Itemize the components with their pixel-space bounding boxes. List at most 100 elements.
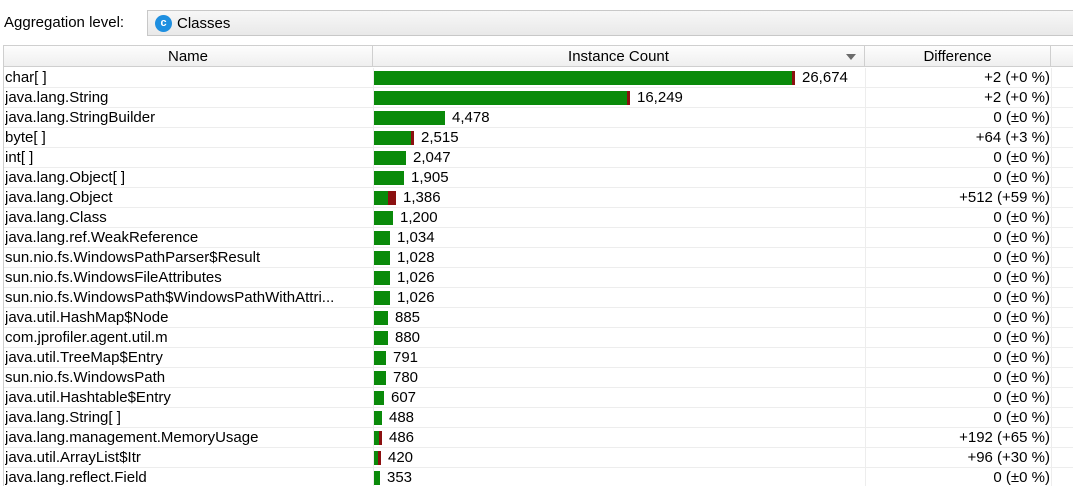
difference-cell: 0 (±0 %) <box>993 329 1050 346</box>
instance-count-bar <box>374 451 381 465</box>
instance-count-value: 1,905 <box>411 169 449 186</box>
instance-count-cell: 1,026 <box>373 288 865 308</box>
table-row[interactable]: char[ ] 26,674 +2 (+0 %) <box>4 68 1073 88</box>
instance-count-value: 486 <box>389 429 415 446</box>
instance-count-cell: 486 <box>373 428 865 448</box>
table-row[interactable]: sun.nio.fs.WindowsPathParser$Result 1,028… <box>4 248 1073 268</box>
instance-count-bar <box>374 231 390 245</box>
table-row[interactable]: java.util.HashMap$Node 885 0 (±0 %) <box>4 308 1073 328</box>
difference-cell: +96 (+30 %) <box>967 449 1050 466</box>
table-row[interactable]: java.lang.StringBuilder 4,478 0 (±0 %) <box>4 108 1073 128</box>
difference-cell: 0 (±0 %) <box>993 249 1050 266</box>
instance-count-cell: 1,034 <box>373 228 865 248</box>
table-row[interactable]: java.util.Hashtable$Entry 607 0 (±0 %) <box>4 388 1073 408</box>
instance-count-bar <box>374 151 406 165</box>
instance-count-bar <box>374 211 393 225</box>
table-row[interactable]: java.lang.String[ ] 488 0 (±0 %) <box>4 408 1073 428</box>
difference-cell: 0 (±0 %) <box>993 309 1050 326</box>
instance-count-cell: 1,026 <box>373 268 865 288</box>
table-row[interactable]: java.lang.management.MemoryUsage 486 +192 … <box>4 428 1073 448</box>
column-header-instance-count-label: Instance Count <box>568 48 669 65</box>
instance-count-value: 791 <box>393 349 419 366</box>
class-name-cell: java.lang.ref.WeakReference <box>5 229 199 246</box>
column-separator <box>865 68 866 486</box>
instance-count-value: 1,034 <box>397 229 435 246</box>
instance-count-value: 1,386 <box>403 189 441 206</box>
class-name-cell: java.lang.String[ ] <box>5 409 121 426</box>
instance-count-cell: 26,674 <box>373 68 865 88</box>
table-row[interactable]: java.lang.String 16,249 +2 (+0 %) <box>4 88 1073 108</box>
table-row[interactable]: java.lang.Object 1,386 +512 (+59 %) <box>4 188 1073 208</box>
toolbar: Aggregation level: c Classes <box>0 0 1073 44</box>
difference-cell: +192 (+65 %) <box>959 429 1050 446</box>
instance-count-cell: 16,249 <box>373 88 865 108</box>
aggregation-level-select[interactable]: c Classes <box>147 10 1073 36</box>
instance-count-cell: 4,478 <box>373 108 865 128</box>
class-name-cell: java.lang.management.MemoryUsage <box>5 429 259 446</box>
table-row[interactable]: java.lang.Class 1,200 0 (±0 %) <box>4 208 1073 228</box>
class-name-cell: int[ ] <box>5 149 34 166</box>
instance-count-bar <box>374 371 386 385</box>
aggregation-level-value: Classes <box>177 15 231 32</box>
instance-count-value: 1,026 <box>397 269 435 286</box>
instance-count-bar <box>374 191 396 205</box>
table-row[interactable]: sun.nio.fs.WindowsPath$WindowsPathWithAt… <box>4 288 1073 308</box>
difference-cell: 0 (±0 %) <box>993 149 1050 166</box>
column-header-instance-count[interactable]: Instance Count <box>373 46 865 66</box>
instance-count-value: 16,249 <box>637 89 683 106</box>
difference-cell: 0 (±0 %) <box>993 229 1050 246</box>
class-name-cell: sun.nio.fs.WindowsPath <box>5 369 166 386</box>
instance-count-bar <box>374 471 380 485</box>
instance-count-bar <box>374 411 382 425</box>
instance-count-cell: 885 <box>373 308 865 328</box>
table-row[interactable]: sun.nio.fs.WindowsPath 780 0 (±0 %) <box>4 368 1073 388</box>
class-name-cell: java.lang.Object <box>5 189 113 206</box>
difference-cell: 0 (±0 %) <box>993 109 1050 126</box>
table-row[interactable]: java.util.TreeMap$Entry 791 0 (±0 %) <box>4 348 1073 368</box>
class-name-cell: java.util.ArrayList$Itr <box>5 449 141 466</box>
instance-count-cell: 607 <box>373 388 865 408</box>
table-row[interactable]: byte[ ] 2,515 +64 (+3 %) <box>4 128 1073 148</box>
difference-cell: +2 (+0 %) <box>984 89 1050 106</box>
class-name-cell: sun.nio.fs.WindowsPathParser$Result <box>5 249 261 266</box>
instance-count-value: 4,478 <box>452 109 490 126</box>
table-row[interactable]: java.lang.Object[ ] 1,905 0 (±0 %) <box>4 168 1073 188</box>
instance-count-cell: 1,386 <box>373 188 865 208</box>
column-header-difference[interactable]: Difference <box>865 46 1051 66</box>
class-name-cell: com.jprofiler.agent.util.m <box>5 329 168 346</box>
column-separator <box>373 68 374 486</box>
class-name-cell: java.lang.Object[ ] <box>5 169 126 186</box>
instance-count-value: 26,674 <box>802 69 848 86</box>
difference-cell: 0 (±0 %) <box>993 169 1050 186</box>
instance-count-bar <box>374 311 388 325</box>
difference-cell: 0 (±0 %) <box>993 389 1050 406</box>
instance-count-cell: 880 <box>373 328 865 348</box>
table-row[interactable]: java.lang.reflect.Field 353 0 (±0 %) <box>4 468 1073 486</box>
instance-count-value: 880 <box>395 329 421 346</box>
instance-count-value: 1,200 <box>400 209 438 226</box>
instance-count-value: 780 <box>393 369 419 386</box>
table-row[interactable]: java.lang.ref.WeakReference 1,034 0 (±0 %) <box>4 228 1073 248</box>
class-name-cell: java.lang.Class <box>5 209 107 226</box>
instance-count-value: 353 <box>387 469 413 486</box>
instance-difference-bar <box>379 431 382 445</box>
table-row[interactable]: int[ ] 2,047 0 (±0 %) <box>4 148 1073 168</box>
instance-count-value: 2,047 <box>413 149 451 166</box>
instance-count-bar <box>374 251 390 265</box>
instance-count-cell: 780 <box>373 368 865 388</box>
column-header-name[interactable]: Name <box>4 46 373 66</box>
table-row[interactable]: java.util.ArrayList$Itr 420 +96 (+30 %) <box>4 448 1073 468</box>
class-name-cell: sun.nio.fs.WindowsPath$WindowsPathWithAt… <box>5 289 335 306</box>
class-icon: c <box>155 15 172 32</box>
instance-count-bar <box>374 111 445 125</box>
class-name-cell: byte[ ] <box>5 129 46 146</box>
instance-count-cell: 791 <box>373 348 865 368</box>
instance-count-cell: 1,028 <box>373 248 865 268</box>
table-row[interactable]: com.jprofiler.agent.util.m 880 0 (±0 %) <box>4 328 1073 348</box>
table-header: Name Instance Count Difference <box>4 45 1073 67</box>
instance-difference-bar <box>388 191 396 205</box>
instance-count-cell: 2,047 <box>373 148 865 168</box>
instance-count-value: 2,515 <box>421 129 459 146</box>
table-row[interactable]: sun.nio.fs.WindowsFileAttributes 1,026 0 (… <box>4 268 1073 288</box>
instance-count-bar <box>374 351 386 365</box>
